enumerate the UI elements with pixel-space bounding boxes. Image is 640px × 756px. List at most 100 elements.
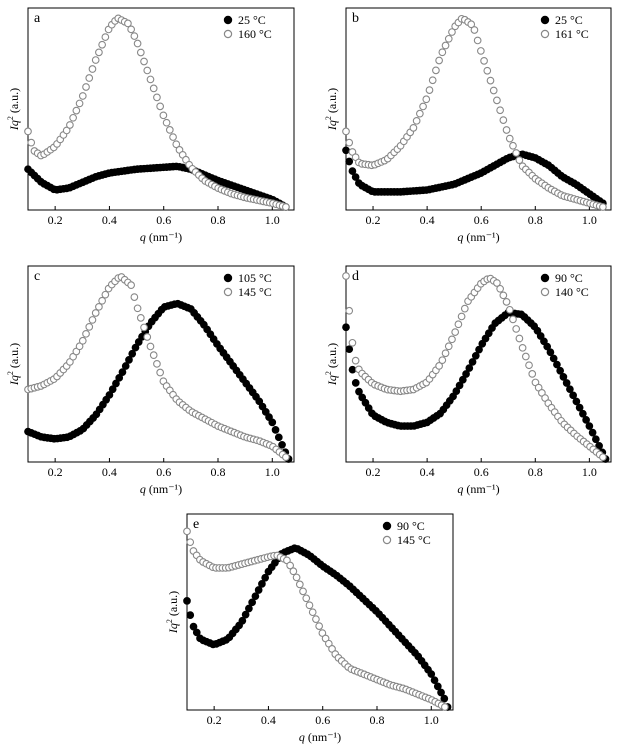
data-point — [95, 302, 103, 311]
data-point — [98, 40, 106, 49]
data-point — [499, 291, 508, 300]
data-point — [468, 358, 477, 366]
data-point — [342, 323, 350, 332]
legend-marker — [540, 273, 550, 283]
data-point — [162, 118, 171, 127]
series-filled — [24, 299, 293, 463]
data-point — [282, 203, 290, 211]
x-tick-label: 0.2 — [366, 213, 381, 227]
data-point — [351, 379, 360, 387]
data-point — [351, 356, 360, 365]
data-point — [599, 203, 607, 211]
series-open — [342, 14, 607, 211]
data-point — [127, 25, 135, 34]
data-point — [183, 527, 191, 536]
data-point — [579, 409, 587, 418]
y-axis-label: Iq2 (a.u.) — [324, 88, 339, 131]
data-point — [75, 99, 84, 108]
x-tick-label: 0.6 — [474, 213, 489, 227]
data-point — [143, 66, 152, 75]
data-point — [515, 156, 524, 164]
data-point — [505, 305, 514, 314]
data-point — [471, 351, 480, 360]
data-point — [124, 19, 132, 28]
plot-frame — [27, 7, 295, 211]
x-tick-label: 0.6 — [156, 465, 171, 479]
data-point — [101, 290, 110, 299]
data-point — [254, 586, 263, 594]
data-point — [165, 126, 174, 134]
y-axis-label: Iq2 (a.u.) — [324, 343, 339, 386]
data-point — [562, 379, 571, 387]
panel-b: b 0.2 0.4 0.6 0.8 1.0 q (nm⁻¹) Iq2 (a.u.) 25 °C1… — [324, 7, 612, 244]
data-point — [483, 66, 492, 75]
x-tick-label: 0.2 — [207, 713, 222, 727]
x-tick-label: 0.4 — [102, 213, 117, 227]
data-point — [85, 323, 94, 331]
legend-marker — [223, 29, 233, 39]
y-axis-label: Iq2 (a.u.) — [6, 343, 21, 386]
data-point — [342, 272, 350, 280]
x-axis-label: q (nm⁻¹) — [140, 230, 182, 244]
data-point — [133, 304, 142, 313]
panel-letter: b — [352, 11, 359, 26]
legend-marker — [223, 287, 233, 297]
x-tick-label: 0.6 — [315, 713, 330, 727]
data-point — [345, 306, 354, 315]
data-point — [186, 538, 195, 547]
data-point — [416, 109, 424, 118]
legend-marker — [223, 15, 233, 25]
data-point — [118, 368, 127, 376]
legend-marker — [540, 29, 550, 39]
data-point — [143, 333, 152, 341]
x-tick-label: 0.4 — [420, 465, 435, 479]
data-point — [440, 694, 449, 703]
data-point — [422, 95, 431, 104]
data-point — [305, 601, 314, 610]
data-point — [149, 351, 158, 359]
data-point — [299, 587, 307, 596]
legend-label: 90 °C — [555, 271, 583, 285]
legend-marker — [540, 287, 550, 297]
series-open — [24, 14, 290, 211]
data-point — [131, 343, 140, 352]
data-point — [183, 597, 191, 605]
data-point — [146, 342, 155, 351]
data-point — [302, 594, 311, 603]
data-point — [315, 622, 324, 630]
data-point — [493, 279, 501, 287]
data-point — [286, 561, 294, 570]
data-point — [278, 440, 286, 449]
data-point — [156, 368, 165, 377]
data-point — [441, 703, 449, 711]
data-point — [477, 47, 485, 55]
data-point — [409, 124, 418, 132]
data-point — [91, 309, 100, 317]
data-point — [458, 375, 467, 384]
x-tick-label: 1.0 — [582, 465, 597, 479]
data-point — [428, 76, 437, 85]
panel-letter: a — [34, 11, 41, 26]
data-point — [125, 356, 133, 364]
data-point — [159, 111, 168, 120]
data-point — [437, 688, 445, 697]
data-point — [192, 628, 201, 637]
data-point — [95, 48, 103, 57]
data-point — [448, 28, 456, 36]
data-point — [85, 74, 94, 82]
data-point — [295, 580, 304, 589]
data-point — [146, 75, 155, 84]
x-tick-label: 0.4 — [420, 213, 435, 227]
x-tick-label: 0.4 — [261, 713, 276, 727]
plot-frame — [345, 265, 612, 463]
panel-a: a 0.2 0.4 0.6 0.8 1.0 q (nm⁻¹) Iq2 (a.u.) 25 °C1… — [6, 7, 295, 244]
data-point — [455, 381, 464, 390]
data-point — [599, 453, 607, 462]
data-point — [268, 418, 277, 427]
legend-label: 160 °C — [238, 27, 272, 41]
data-point — [115, 373, 124, 382]
data-point — [475, 345, 483, 354]
data-point — [451, 328, 460, 336]
data-point — [186, 611, 195, 619]
data-point — [308, 608, 317, 617]
